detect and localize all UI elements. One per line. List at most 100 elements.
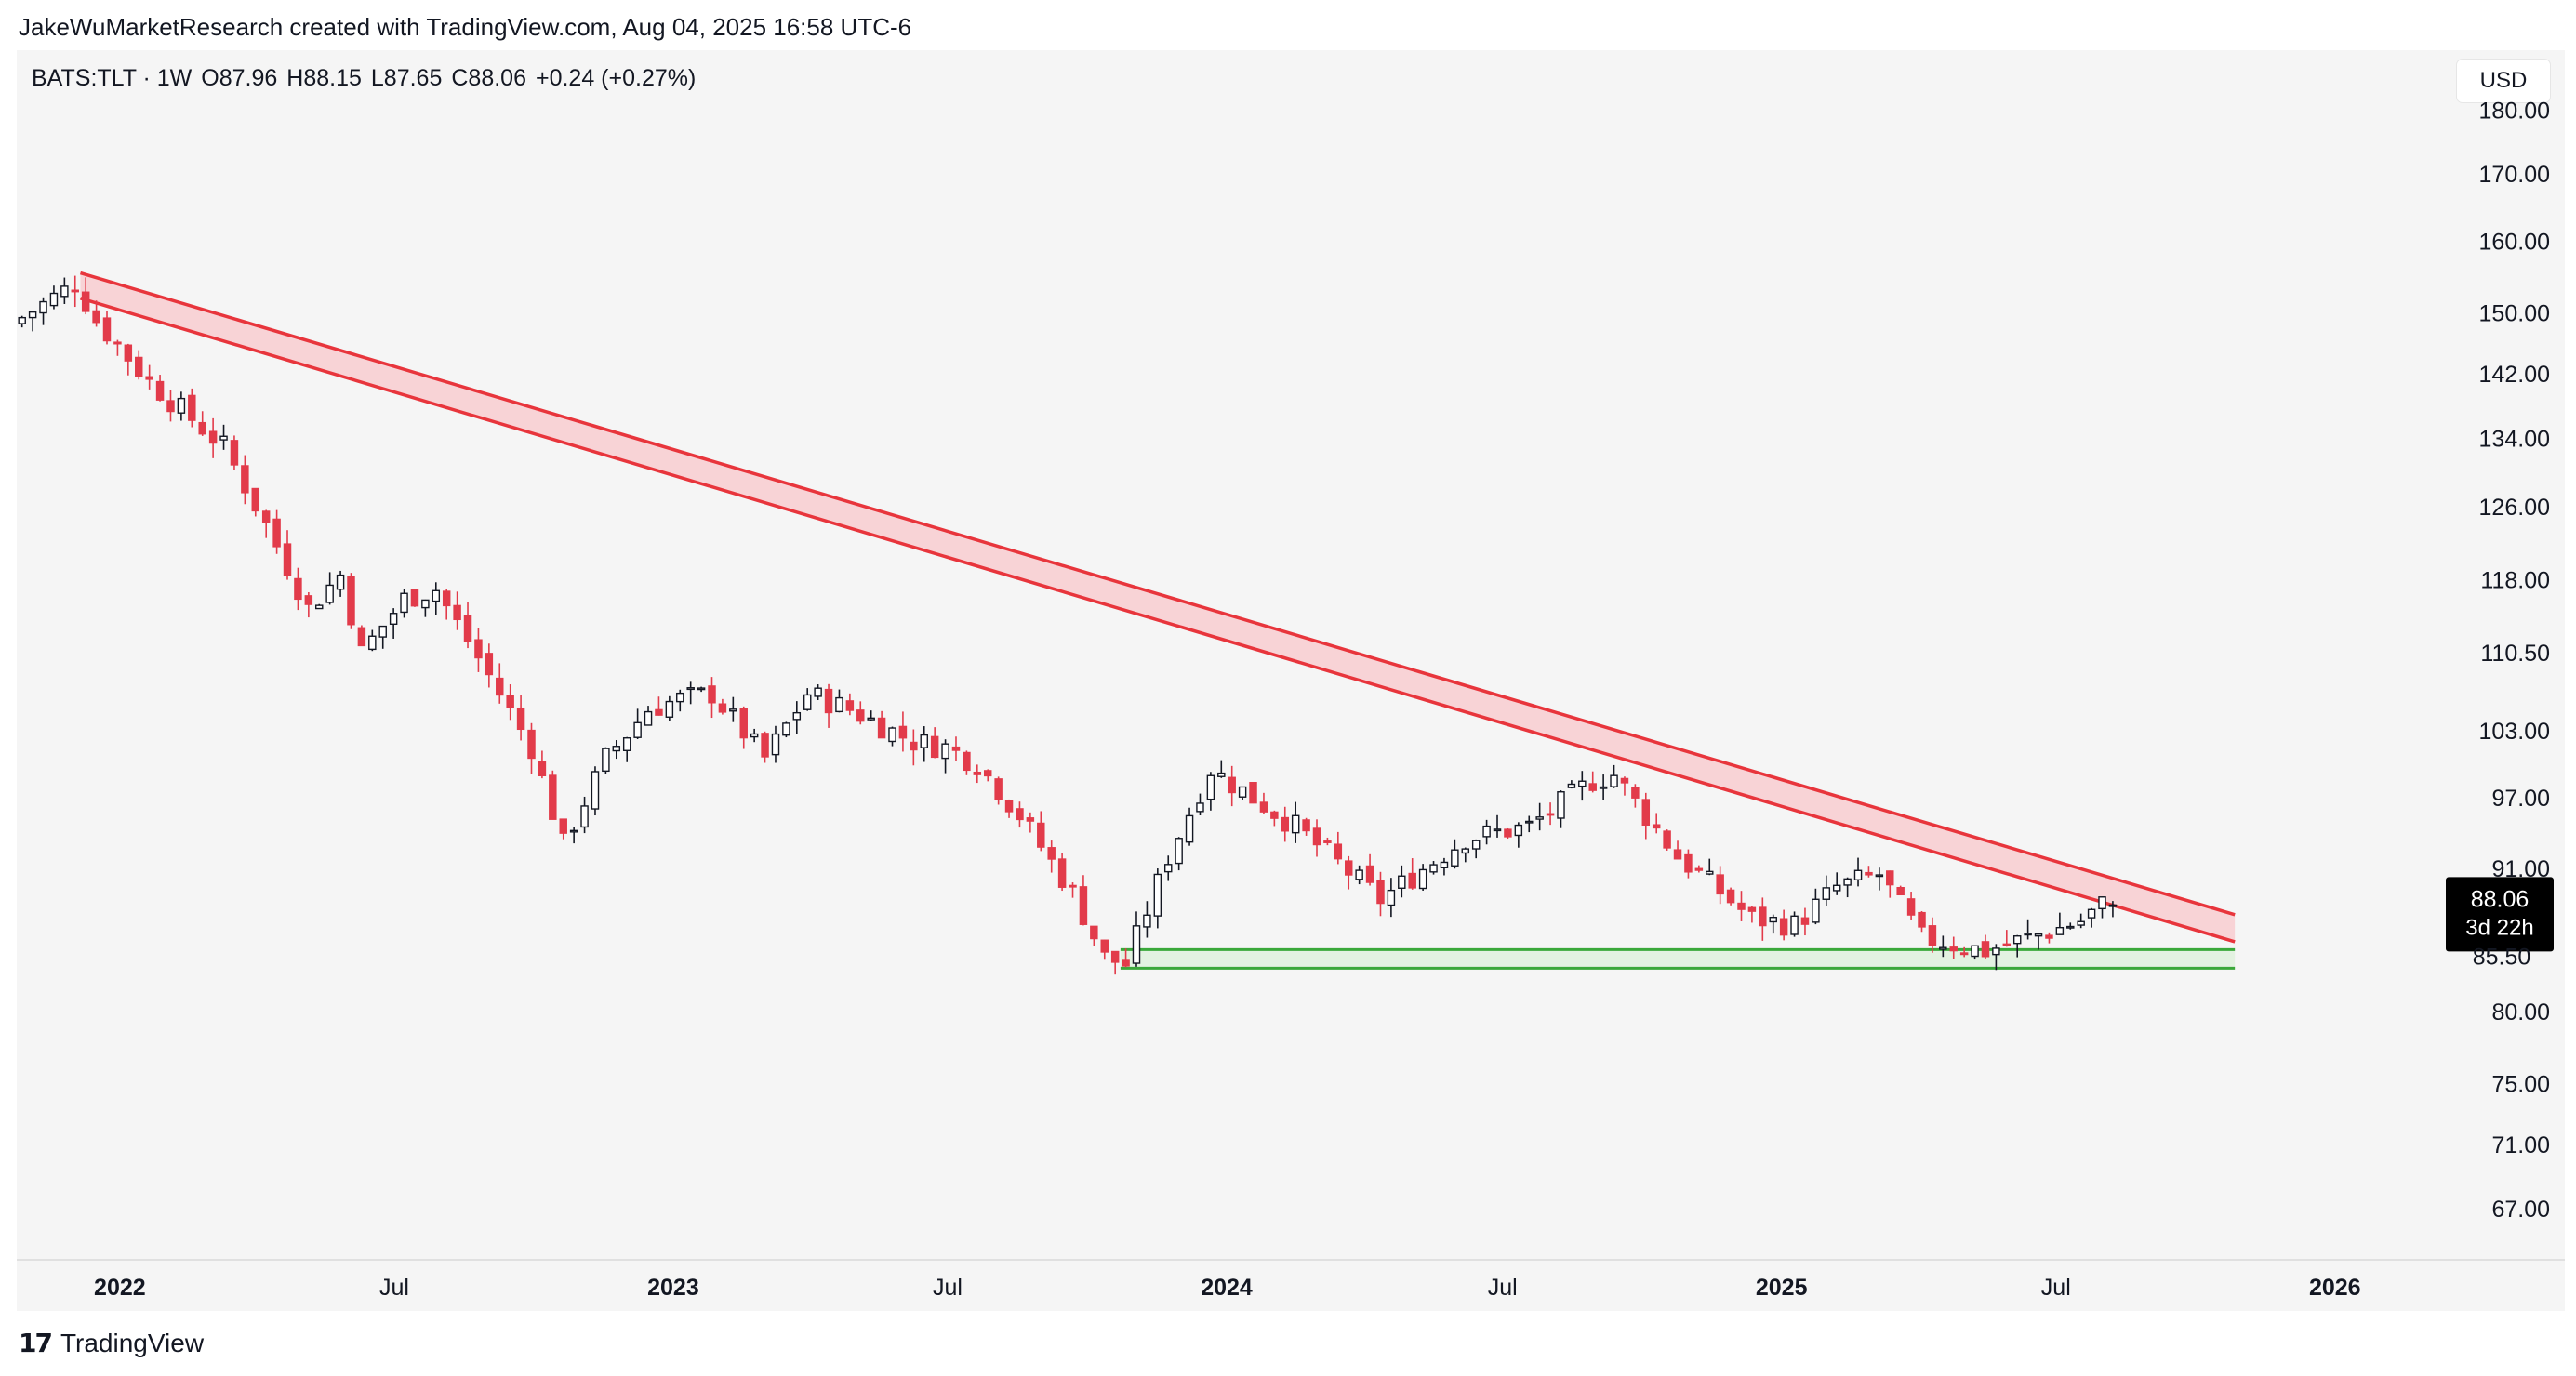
candle[interactable] [1652, 813, 1661, 834]
candle[interactable] [1546, 802, 1555, 826]
candle[interactable] [283, 530, 292, 580]
candle[interactable] [856, 701, 865, 725]
candle[interactable] [1737, 891, 1746, 921]
support-zone-fill[interactable] [1120, 949, 2236, 969]
candle[interactable] [1800, 907, 1810, 936]
candle[interactable] [1918, 911, 1926, 933]
candle[interactable] [463, 602, 472, 649]
candle[interactable] [1345, 855, 1353, 890]
candle[interactable] [1206, 772, 1215, 811]
candle[interactable] [708, 677, 716, 719]
candle[interactable] [569, 827, 578, 844]
candle[interactable] [941, 739, 949, 774]
candle[interactable] [92, 300, 100, 327]
candle[interactable] [771, 725, 780, 763]
candle[interactable] [1865, 866, 1873, 878]
candle[interactable] [750, 728, 759, 743]
candle[interactable] [219, 424, 228, 450]
candle[interactable] [1567, 780, 1576, 789]
candle[interactable] [325, 572, 334, 605]
candle[interactable] [1853, 857, 1863, 887]
candle[interactable] [347, 573, 355, 629]
candle[interactable] [1769, 914, 1777, 934]
candle[interactable] [1163, 855, 1173, 881]
candle[interactable] [1429, 861, 1438, 875]
candle[interactable] [294, 567, 302, 611]
candle[interactable] [591, 766, 600, 816]
candle[interactable] [1514, 822, 1523, 848]
candle[interactable] [1110, 950, 1120, 975]
price-chart[interactable]: 180.00 170.00 160.00 150.00 142.00 134.00 126.… [0, 0, 2576, 1320]
candle[interactable] [208, 417, 218, 458]
candle[interactable] [1471, 839, 1481, 859]
candle[interactable] [538, 750, 547, 779]
candle[interactable] [1461, 847, 1470, 863]
candle[interactable] [1281, 806, 1290, 842]
candle[interactable] [155, 375, 165, 402]
candle[interactable] [1939, 935, 1947, 958]
candle[interactable] [1355, 865, 1363, 885]
candle[interactable] [1992, 944, 2000, 971]
candle[interactable] [389, 608, 398, 639]
candle[interactable] [686, 681, 695, 705]
candle[interactable] [1759, 897, 1767, 941]
candle[interactable] [230, 435, 239, 470]
candle[interactable] [102, 311, 112, 345]
candle[interactable] [676, 689, 684, 712]
candle[interactable] [824, 683, 833, 728]
candle[interactable] [1291, 801, 1300, 843]
candle[interactable] [251, 487, 260, 517]
candle[interactable] [1716, 866, 1724, 905]
candle[interactable] [71, 275, 80, 308]
candle[interactable] [1535, 802, 1544, 831]
candle[interactable] [336, 570, 345, 597]
candle[interactable] [474, 628, 483, 672]
candle[interactable] [1132, 911, 1141, 967]
candle[interactable] [1504, 827, 1512, 840]
candle[interactable] [177, 391, 186, 421]
candle[interactable] [527, 722, 536, 774]
candle[interactable] [1812, 888, 1820, 925]
candle[interactable] [261, 509, 271, 538]
candle[interactable] [2045, 932, 2053, 944]
candle[interactable] [28, 311, 37, 332]
candle[interactable] [963, 750, 971, 775]
candle[interactable] [1408, 858, 1416, 890]
candle[interactable] [1196, 793, 1204, 816]
candle[interactable] [400, 589, 408, 618]
candle[interactable] [2012, 934, 2022, 958]
candle[interactable] [272, 509, 281, 554]
candle[interactable] [1588, 771, 1597, 793]
candle[interactable] [1928, 917, 1937, 953]
candle[interactable] [1026, 812, 1035, 833]
candle[interactable] [2087, 907, 2096, 928]
candle[interactable] [1822, 875, 1831, 906]
candle[interactable] [665, 695, 674, 721]
candle[interactable] [2077, 913, 2085, 929]
candle[interactable] [1557, 790, 1565, 828]
candle[interactable] [1493, 814, 1502, 838]
trend-upper-line[interactable] [79, 271, 2236, 917]
candle[interactable] [1270, 810, 1279, 827]
candle[interactable] [761, 731, 769, 763]
candle[interactable] [60, 277, 69, 304]
candle[interactable] [198, 411, 206, 436]
candle[interactable] [1726, 887, 1735, 906]
candle[interactable] [1090, 925, 1098, 946]
candle[interactable] [920, 726, 928, 762]
candle[interactable] [1610, 764, 1618, 788]
brand-footer[interactable]: 𝟭𝟳 TradingView [19, 1328, 204, 1358]
candle[interactable] [951, 736, 961, 761]
trend-lower-line[interactable] [79, 297, 2236, 944]
candle[interactable] [1832, 872, 1841, 895]
candle[interactable] [1631, 784, 1640, 808]
candle[interactable] [357, 625, 366, 647]
candle[interactable] [2055, 912, 2065, 935]
candle[interactable] [453, 591, 461, 630]
candle[interactable] [1249, 782, 1257, 804]
candle[interactable] [1440, 857, 1449, 876]
candle[interactable] [612, 740, 621, 760]
candle[interactable] [930, 727, 939, 759]
candle[interactable] [1302, 817, 1310, 836]
candle[interactable] [1949, 936, 1958, 959]
